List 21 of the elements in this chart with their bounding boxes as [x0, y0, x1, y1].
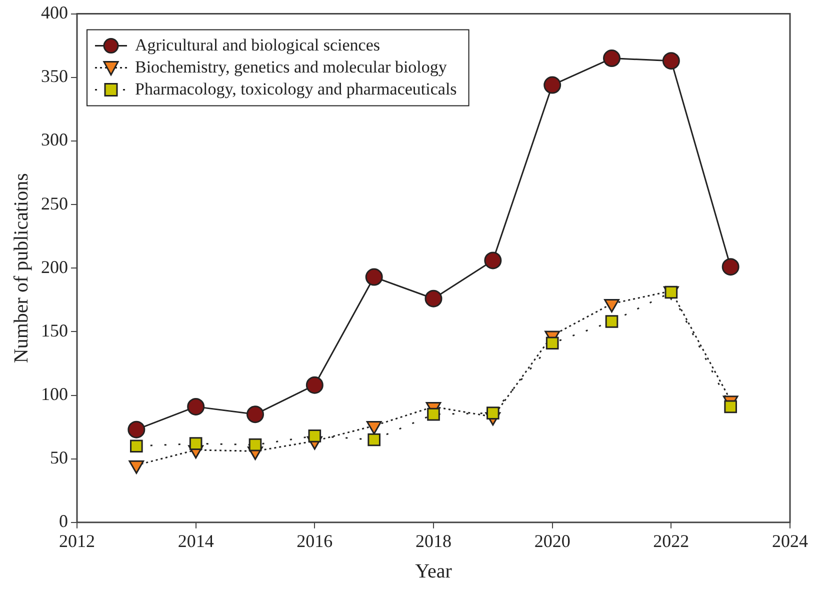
y-axis-title: Number of publications	[10, 172, 32, 364]
legend-label: Pharmacology, toxicology and pharmaceuticals	[135, 79, 457, 98]
y-tick-label: 0	[59, 511, 68, 532]
x-tick-label: 2014	[178, 530, 214, 551]
y-tick-label: 150	[41, 320, 68, 340]
x-tick-label: 2022	[653, 530, 690, 551]
y-tick-label: 300	[41, 130, 68, 150]
x-tick-label: 2016	[296, 530, 333, 551]
x-axis-title: Year	[415, 560, 452, 582]
y-tick-label: 200	[41, 256, 68, 277]
legend-label: Agricultural and biological sciences	[135, 35, 380, 54]
y-tick-label: 50	[50, 448, 68, 468]
y-tick-label: 400	[41, 2, 68, 23]
x-tick-label: 2020	[534, 530, 570, 551]
y-tick-label: 100	[41, 384, 68, 404]
y-tick-label: 250	[41, 193, 68, 214]
y-tick-label: 350	[41, 66, 68, 86]
x-tick-label: 2018	[416, 530, 452, 551]
x-tick-label: 2024	[772, 530, 808, 551]
x-tick-label: 2012	[59, 530, 95, 551]
legend-label: Biochemistry, genetics and molecular biology	[135, 57, 448, 76]
